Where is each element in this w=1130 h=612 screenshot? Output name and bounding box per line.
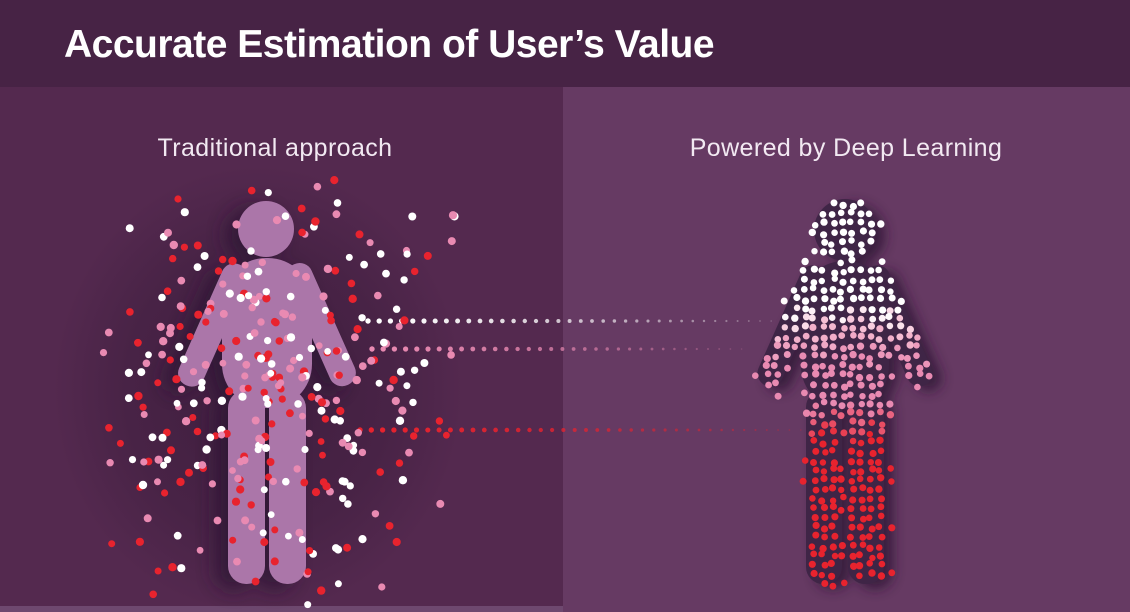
red-line (357, 427, 802, 433)
label-traditional-approach: Traditional approach (157, 134, 393, 162)
page-title: Accurate Estimation of User’s Value (64, 23, 715, 66)
right-dot-grid (752, 199, 933, 590)
left-dot-cloud (99, 176, 459, 609)
pink-line (369, 346, 743, 352)
header-bar: Accurate Estimation of User’s Value (0, 0, 1130, 87)
connector-lines (357, 318, 802, 433)
label-powered-by-deep-learning: Powered by Deep Learning (689, 134, 1003, 162)
